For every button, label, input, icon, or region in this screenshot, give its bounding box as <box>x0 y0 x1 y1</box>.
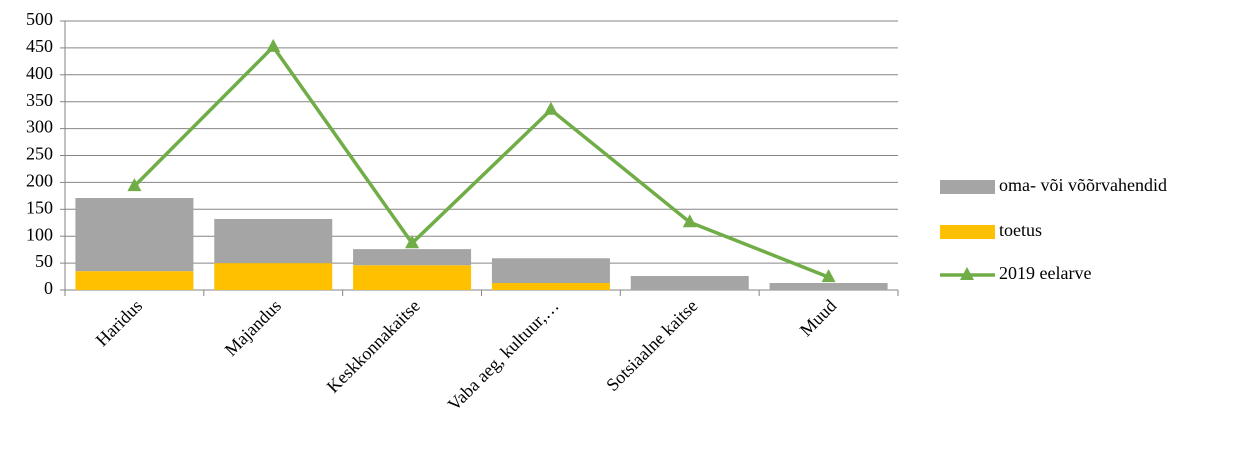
y-tick-label: 100 <box>26 224 53 244</box>
bar-segment <box>769 283 888 290</box>
y-tick-label: 500 <box>26 9 53 29</box>
y-tick-label: 250 <box>26 144 53 164</box>
y-tick-label: 300 <box>26 117 53 137</box>
x-tick-label: Haridus <box>92 296 146 350</box>
y-tick-label: 150 <box>26 197 53 217</box>
bar-segment <box>491 283 610 290</box>
marker <box>127 178 142 192</box>
legend-label: oma- või võõrvahendid <box>999 175 1167 195</box>
bar-segment <box>630 276 749 290</box>
legend-label: 2019 eelarve <box>999 263 1091 283</box>
x-tick-label: Majandus <box>221 296 285 360</box>
bar-segment <box>491 258 610 284</box>
x-tick-label: Muud <box>796 296 841 341</box>
marker <box>405 235 420 249</box>
bar-segment <box>214 218 333 264</box>
bar-segment <box>214 263 333 290</box>
bar-segment <box>353 249 472 266</box>
y-tick-label: 450 <box>26 36 53 56</box>
y-tick-label: 200 <box>26 171 53 191</box>
y-tick-label: 400 <box>26 63 53 83</box>
legend-marker <box>960 267 974 280</box>
marker <box>266 38 281 52</box>
marker <box>821 269 836 283</box>
line <box>133 44 830 279</box>
legend-swatch <box>940 180 995 194</box>
legend-swatch <box>940 225 995 239</box>
marker <box>543 101 558 115</box>
x-tick-label: Vaba aeg, kultuur,… <box>444 296 563 415</box>
marker <box>682 214 697 228</box>
y-tick-label: 350 <box>26 90 53 110</box>
x-tick-label: Sotsiaalne kaitse <box>602 296 701 395</box>
bar-segment <box>75 198 194 272</box>
bar-segment <box>75 271 194 290</box>
bar-segment <box>353 265 472 290</box>
y-tick-label: 50 <box>35 251 53 271</box>
x-tick-label: Keskkonnakaitse <box>323 296 424 397</box>
legend-label: toetus <box>999 220 1042 240</box>
y-tick-label: 0 <box>44 278 53 298</box>
